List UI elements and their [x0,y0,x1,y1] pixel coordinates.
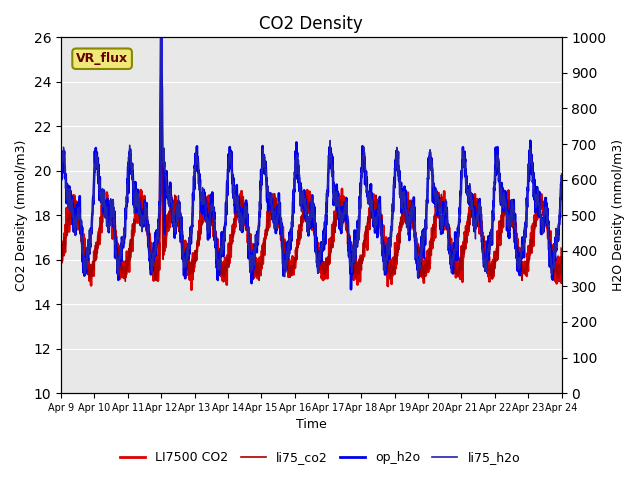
X-axis label: Time: Time [296,419,326,432]
LI7500 CO2 [157,74,165,80]
LI7500 CO2 [83,260,90,266]
Y-axis label: CO2 Density (mmol/m3): CO2 Density (mmol/m3) [15,140,28,291]
Line: li75_h2o: li75_h2o [61,37,561,277]
Line: li75_co2: li75_co2 [61,91,561,281]
li75_h2o [557,171,565,177]
op_h2o [157,35,164,40]
LI7500 CO2 [301,203,308,208]
LI7500 CO2 [543,220,551,226]
op_h2o [301,200,308,205]
op_h2o [57,166,65,172]
li75_h2o [281,274,289,280]
li75_co2 [543,222,551,228]
Text: VR_flux: VR_flux [76,52,128,65]
op_h2o [557,173,565,179]
Legend: LI7500 CO2, li75_co2, op_h2o, li75_h2o: LI7500 CO2, li75_co2, op_h2o, li75_h2o [115,446,525,469]
li75_co2 [57,261,65,267]
LI7500 CO2 [544,227,552,232]
op_h2o [544,215,552,221]
li75_co2 [83,258,90,264]
op_h2o [543,205,551,211]
li75_co2 [557,254,565,260]
li75_h2o [452,243,460,249]
LI7500 CO2 [452,256,460,262]
li75_co2 [288,264,296,269]
Line: op_h2o: op_h2o [61,37,561,289]
li75_h2o [57,168,65,174]
Y-axis label: H2O Density (mmol/m3): H2O Density (mmol/m3) [612,139,625,291]
li75_co2 [122,278,129,284]
li75_h2o [288,228,296,234]
Line: LI7500 CO2: LI7500 CO2 [61,77,561,290]
LI7500 CO2 [57,260,65,265]
LI7500 CO2 [288,272,296,278]
li75_h2o [301,204,308,210]
li75_co2 [301,202,308,207]
op_h2o [287,234,295,240]
Title: CO2 Density: CO2 Density [259,15,363,33]
op_h2o [83,268,90,274]
li75_co2 [544,219,552,225]
li75_co2 [452,260,460,266]
LI7500 CO2 [557,246,565,252]
op_h2o [452,252,460,257]
li75_h2o [83,256,90,262]
li75_co2 [157,88,165,94]
li75_h2o [543,208,551,214]
LI7500 CO2 [188,287,195,293]
li75_h2o [157,35,165,40]
li75_h2o [544,214,552,219]
op_h2o [347,287,355,292]
